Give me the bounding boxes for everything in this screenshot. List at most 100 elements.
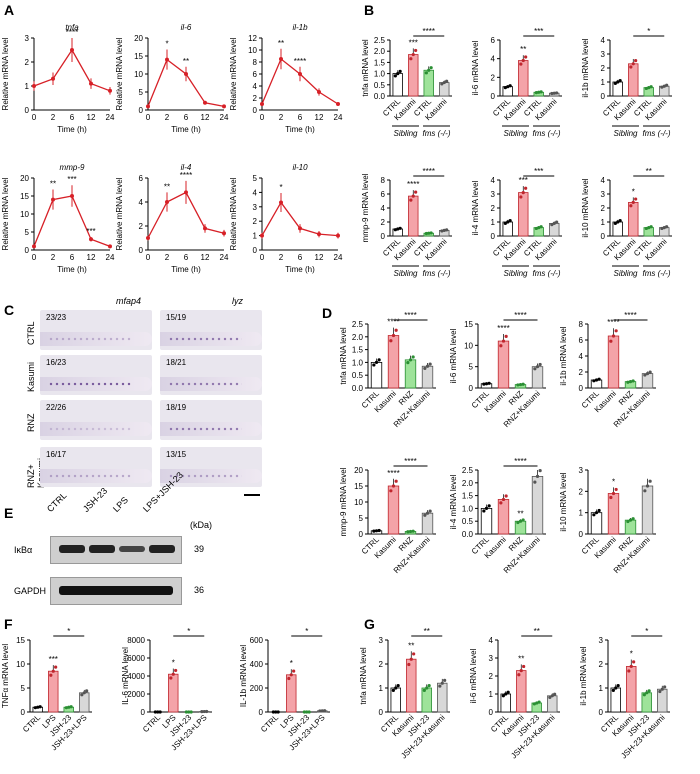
data-point	[503, 221, 507, 225]
data-point	[519, 195, 523, 199]
data-point	[550, 91, 554, 96]
bar	[518, 60, 529, 97]
bar	[423, 69, 434, 97]
group-label: Sibling	[613, 269, 638, 278]
count-label: 13/15	[166, 450, 187, 459]
y-axis-label: il-1b mRNA level	[581, 38, 590, 97]
data-point	[535, 474, 540, 478]
data-point	[318, 709, 322, 713]
significance-label: **	[183, 57, 189, 66]
y-tick-label: 12	[248, 34, 257, 43]
data-point	[51, 197, 55, 202]
x-tick-label: 2	[279, 253, 284, 262]
data-point	[597, 377, 601, 381]
data-point	[80, 693, 84, 697]
y-tick-label: 4	[491, 176, 496, 185]
data-point	[171, 672, 175, 676]
significance-label: ***	[409, 38, 418, 47]
y-tick-label: 2.0	[374, 47, 386, 56]
data-point	[374, 529, 379, 533]
y-tick-label: 2	[601, 64, 606, 73]
bar-chart: 01234CTRL**KasumiJSH-23JSH-23+Kasumi**il…	[469, 627, 560, 760]
data-point	[521, 518, 525, 522]
count-label: 23/23	[46, 313, 67, 322]
data-point	[516, 383, 520, 387]
data-point	[377, 528, 381, 533]
data-point	[611, 334, 616, 338]
y-tick-label: 3	[489, 654, 494, 663]
chart-gene-title: il-10	[292, 163, 308, 172]
data-point	[645, 691, 649, 695]
data-point	[336, 102, 340, 106]
chart-gene-title: il-1b	[292, 23, 308, 32]
x-tick-label: 2	[279, 113, 284, 122]
data-point	[158, 710, 162, 714]
bar	[480, 508, 493, 535]
x-tick-label: 24	[106, 253, 115, 262]
bar	[641, 485, 654, 535]
data-point	[649, 85, 653, 89]
y-tick-label: 3	[599, 636, 604, 645]
y-tick-label: 2	[139, 222, 144, 231]
data-point	[184, 710, 188, 714]
y-tick-label: 1	[601, 218, 606, 227]
data-point	[487, 504, 491, 508]
y-tick-label: 0	[359, 530, 364, 539]
y-axis-label: il-4 mRNA level	[449, 474, 458, 529]
data-point	[398, 226, 402, 230]
y-tick-label: 0	[469, 384, 474, 393]
y-tick-label: 0	[491, 92, 496, 101]
y-axis-label: TNFα mRNA level	[1, 644, 10, 708]
y-tick-label: 0	[491, 232, 496, 241]
y-tick-label: 1	[491, 218, 496, 227]
significance-label: *	[172, 659, 175, 668]
data-point	[443, 678, 447, 682]
count-label: 15/19	[166, 313, 187, 322]
data-point	[302, 710, 306, 714]
bracket-label: **	[534, 627, 540, 636]
y-tick-label: 4	[253, 82, 258, 91]
micrograph-rnz-lyz: 18/19	[160, 400, 262, 440]
x-tick-label: 12	[315, 113, 324, 122]
y-axis-label: IL-6 mRNA level	[121, 647, 130, 705]
data-point	[442, 228, 446, 232]
data-point	[317, 232, 321, 237]
group-label: Sibling	[503, 269, 528, 278]
bar	[437, 682, 448, 713]
x-tick-label: 0	[260, 253, 265, 262]
y-tick-label: 1.5	[374, 58, 386, 67]
data-point	[394, 479, 398, 483]
data-point	[89, 81, 93, 86]
data-point	[628, 518, 633, 522]
data-point	[336, 233, 340, 238]
bar-chart: 0.00.51.01.52.02.5CTRL***KasumiCTRLKasum…	[361, 27, 452, 138]
data-point	[411, 529, 415, 533]
data-point	[222, 104, 226, 109]
data-point	[506, 690, 510, 694]
data-point	[189, 710, 193, 714]
y-axis-label: Relative mRNA level	[115, 37, 124, 110]
data-point	[424, 231, 428, 236]
data-point	[51, 76, 55, 81]
x-axis-label: Time (h)	[57, 265, 87, 274]
data-point	[628, 380, 633, 384]
y-axis-label: tnfa mRNA level	[360, 647, 368, 705]
x-tick-label: 24	[106, 113, 115, 122]
data-point	[506, 220, 510, 224]
y-tick-label: 2.5	[374, 36, 386, 45]
y-tick-label: 4	[491, 55, 496, 64]
data-point	[425, 511, 430, 515]
data-point	[396, 227, 400, 231]
data-point	[627, 669, 631, 673]
data-point	[203, 226, 207, 231]
scale-bar	[244, 494, 260, 496]
x-tick-label: 0	[32, 253, 37, 262]
y-tick-label: 2.0	[352, 333, 364, 342]
x-tick-label: 0	[260, 113, 265, 122]
y-tick-label: 0	[141, 708, 146, 717]
